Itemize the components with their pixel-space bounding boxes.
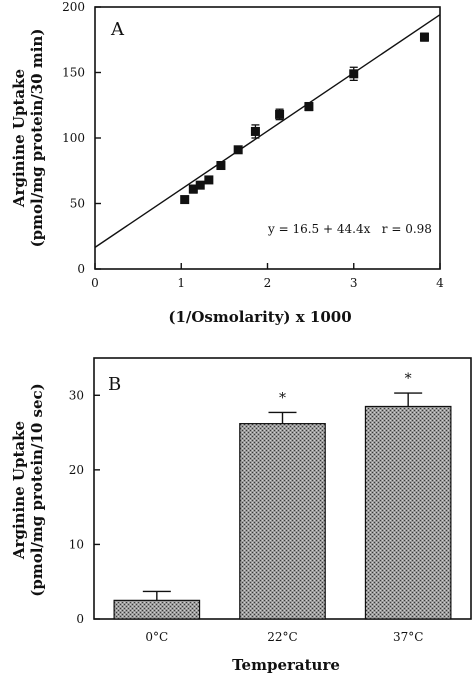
- panel-a-marker: [250, 126, 260, 136]
- panel-a-y-tick-label: 150: [62, 66, 85, 80]
- panel-b: B 0 10 20 30 0°C 22°C * 37°C * Temperature Argi…: [10, 357, 472, 674]
- panel-b-bar-group: 0°C: [113, 590, 201, 644]
- panel-a-data-point: [195, 180, 205, 190]
- panel-a-marker: [195, 180, 205, 190]
- panel-a-x-tick-label: 1: [177, 276, 185, 290]
- panel-b-bars: 0°C 22°C * 37°C *: [113, 371, 452, 644]
- panel-a-marker: [304, 102, 314, 112]
- panel-a-data-point: [250, 124, 260, 139]
- panel-a-data-point: [349, 66, 359, 82]
- panel-a-ticks: 0 1 2 3 4 0 50 100 150 200: [62, 0, 444, 290]
- panel-b-y-tick-label: 30: [69, 388, 84, 402]
- panel-b-bar: [113, 599, 201, 620]
- panel-a-marker: [419, 32, 429, 42]
- panel-a-y-tick-label: 0: [77, 262, 85, 276]
- panel-a-fit-line: [94, 14, 441, 248]
- panel-a: A 0 1 2 3 4 0 50 100 150 200 y = 16.5 + 44.4x r =…: [10, 0, 444, 326]
- panel-a-letter: A: [110, 19, 125, 40]
- panel-b-significance-marker: *: [279, 390, 286, 406]
- panel-b-x-tick-label: 0°C: [145, 630, 168, 644]
- panel-b-bar: [239, 423, 326, 620]
- panel-a-points: [180, 32, 429, 205]
- panel-a-y-axis-title-line2: (pmol/mg protein/30 min): [28, 29, 46, 248]
- panel-b-y-tick-label: 20: [69, 463, 84, 477]
- panel-b-bar-group: 37°C *: [364, 371, 452, 644]
- panel-a-y-tick-label: 50: [70, 197, 85, 211]
- panel-a-marker: [180, 195, 190, 205]
- panel-b-significance-marker: *: [405, 371, 412, 387]
- panel-a-marker: [349, 69, 359, 79]
- panel-a-x-axis-title: (1/Osmolarity) x 1000: [168, 308, 351, 326]
- panel-a-x-tick-label: 4: [436, 276, 444, 290]
- panel-b-bar: [364, 405, 452, 620]
- panel-b-x-axis-title: Temperature: [232, 656, 340, 674]
- panel-a-data-point: [180, 195, 190, 205]
- panel-a-marker: [216, 161, 226, 171]
- panel-b-bar-group: 22°C *: [239, 390, 326, 644]
- panel-a-data-point: [275, 108, 285, 121]
- panel-a-y-tick-label: 100: [62, 131, 85, 145]
- panel-b-x-tick-label: 37°C: [393, 630, 423, 644]
- panel-b-y-tick-label: 10: [69, 537, 84, 551]
- panel-a-marker: [204, 175, 214, 185]
- panel-a-x-tick-label: 3: [350, 276, 358, 290]
- panel-b-letter: B: [108, 374, 121, 395]
- panel-a-data-point: [304, 101, 314, 112]
- panel-b-y-tick-label: 0: [76, 612, 84, 626]
- panel-a-fit-line-path: [94, 14, 441, 248]
- panel-a-x-tick-label: 2: [264, 276, 272, 290]
- panel-b-y-axis-title-line1: Arginine Uptake: [10, 421, 28, 560]
- panel-b-ticks: 0 10 20 30: [69, 388, 100, 626]
- panel-a-data-point: [216, 161, 226, 171]
- panel-a-marker: [233, 145, 243, 155]
- panel-a-marker: [188, 184, 198, 194]
- panel-a-data-point: [233, 145, 243, 155]
- panel-a-marker: [275, 109, 285, 119]
- panel-a-equation: y = 16.5 + 44.4x r = 0.98: [267, 222, 432, 236]
- panel-a-y-axis-title-line1: Arginine Uptake: [10, 69, 28, 208]
- panel-b-y-axis-title-line2: (pmol/mg protein/10 sec): [28, 383, 46, 597]
- panel-a-x-tick-label: 0: [91, 276, 99, 290]
- panel-a-data-point: [204, 175, 214, 185]
- panel-a-data-point: [419, 32, 429, 42]
- panel-b-x-tick-label: 22°C: [267, 630, 297, 644]
- panel-a-y-tick-label: 200: [62, 0, 85, 14]
